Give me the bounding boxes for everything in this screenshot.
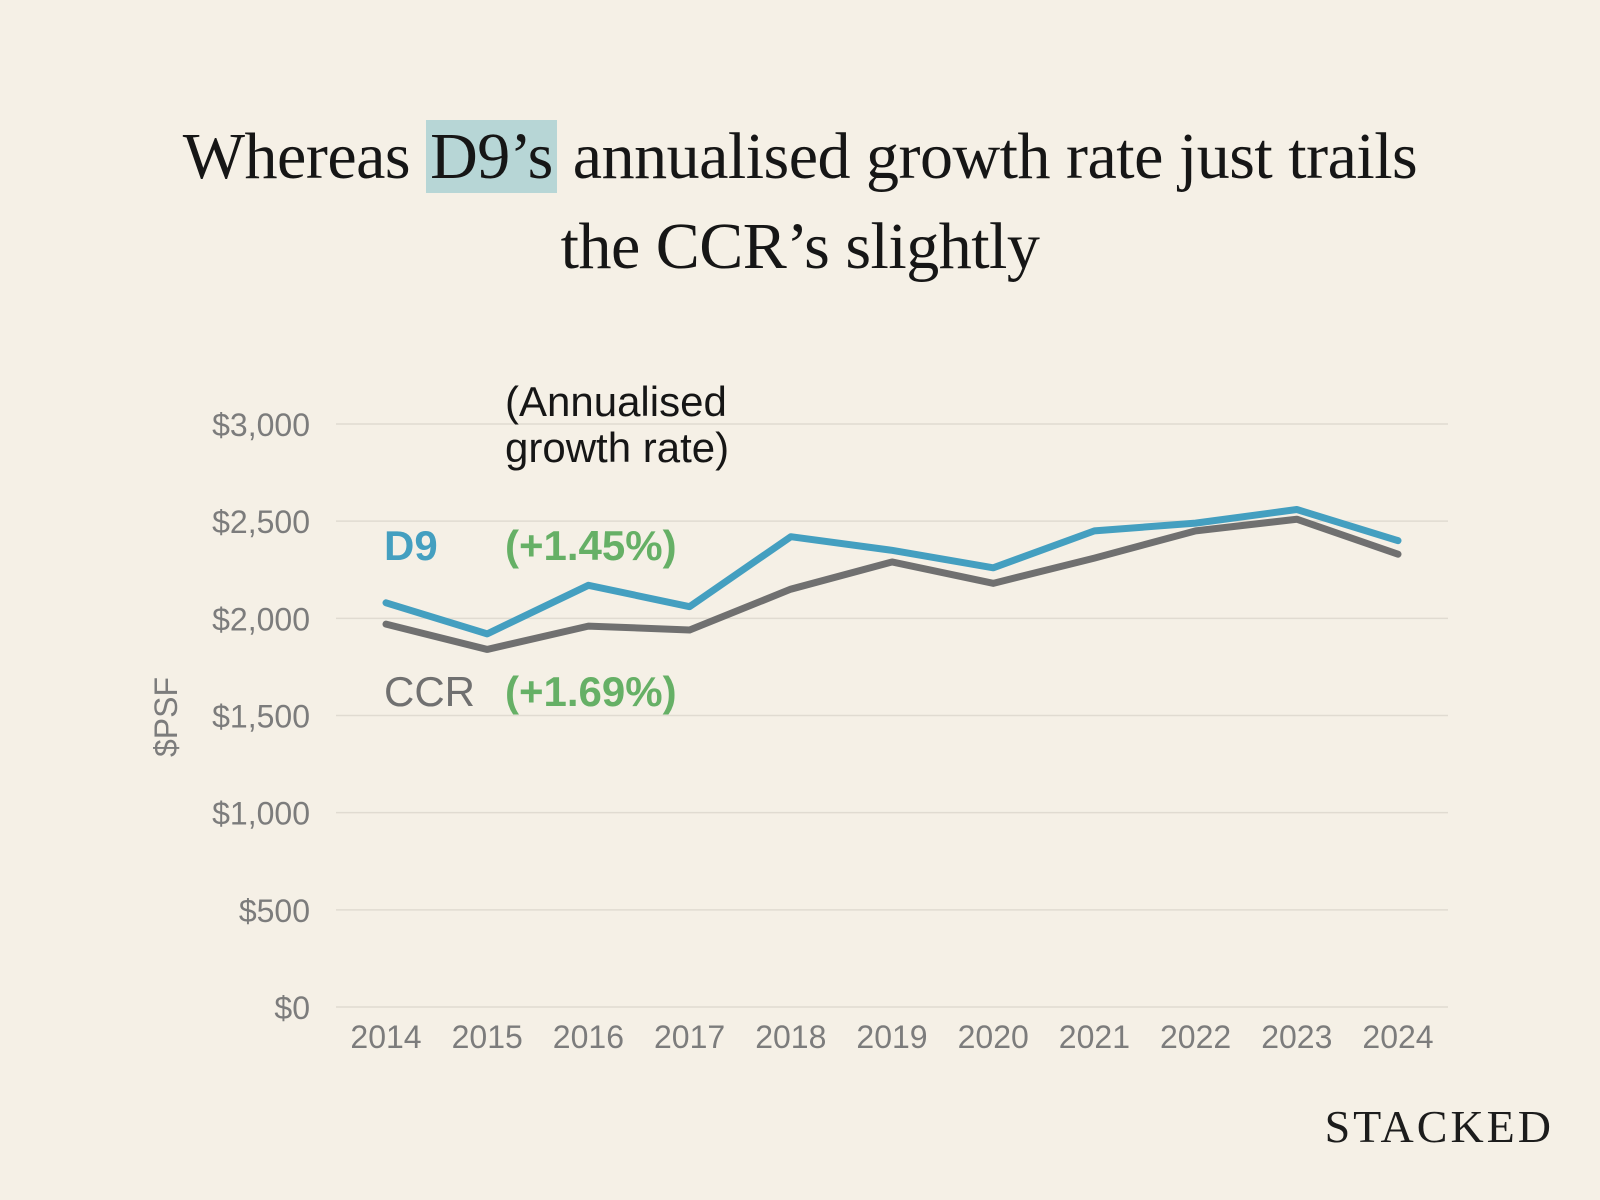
x-tick-label: 2024 — [1362, 1019, 1433, 1055]
y-tick-label: $500 — [239, 893, 310, 929]
x-tick-label: 2015 — [452, 1019, 523, 1055]
series-line-ccr — [382, 515, 1402, 653]
y-tick-label: $2,000 — [212, 601, 310, 637]
brand-logo: STACKED — [1324, 1101, 1554, 1152]
x-tick-label: 2014 — [350, 1019, 421, 1055]
title-highlight: D9’s — [426, 120, 557, 193]
x-tick-label: 2018 — [755, 1019, 826, 1055]
x-tick-label: 2019 — [856, 1019, 927, 1055]
ccr-growth-rate: (+1.69%) — [505, 668, 677, 715]
y-tick-label: $0 — [274, 990, 310, 1026]
y-tick-label: $1,000 — [212, 796, 310, 832]
x-tick-label: 2020 — [958, 1019, 1029, 1055]
chart-title: Whereas D9’s annualised growth rate just… — [0, 112, 1600, 292]
annotation-line-2: growth rate) — [505, 424, 729, 471]
y-tick-label: $2,500 — [212, 504, 310, 540]
x-tick-label: 2023 — [1261, 1019, 1332, 1055]
chart-title-line-2: the CCR’s slightly — [560, 210, 1040, 283]
d9-growth-rate: (+1.45%) — [505, 522, 677, 569]
x-tick-labels: 2014 2015 2016 2017 2018 2019 2020 2021 2022 2023… — [350, 1019, 1433, 1055]
y-axis-label: $PSF — [148, 677, 184, 757]
x-tick-label: 2021 — [1059, 1019, 1130, 1055]
x-tick-label: 2022 — [1160, 1019, 1231, 1055]
annotation-line-1: (Annualised — [505, 378, 727, 425]
legend-d9-label: D9 — [384, 522, 438, 569]
series-lines — [382, 506, 1402, 653]
series-line-d9 — [382, 506, 1402, 638]
title-post: annualised growth rate just trails — [556, 120, 1418, 193]
y-tick-labels: $0 $500 $1,000 $1,500 $2,000 $2,500 $3,000 — [212, 407, 310, 1026]
y-tick-label: $3,000 — [212, 407, 310, 443]
y-tick-label: $1,500 — [212, 699, 310, 735]
x-tick-label: 2017 — [654, 1019, 725, 1055]
x-tick-label: 2016 — [553, 1019, 624, 1055]
chart-title-line-1: Whereas D9’s annualised growth rate just… — [0, 112, 1600, 202]
title-pre: Whereas — [182, 120, 427, 193]
legend-ccr-label: CCR — [384, 668, 475, 715]
grid-lines — [336, 423, 1448, 1008]
